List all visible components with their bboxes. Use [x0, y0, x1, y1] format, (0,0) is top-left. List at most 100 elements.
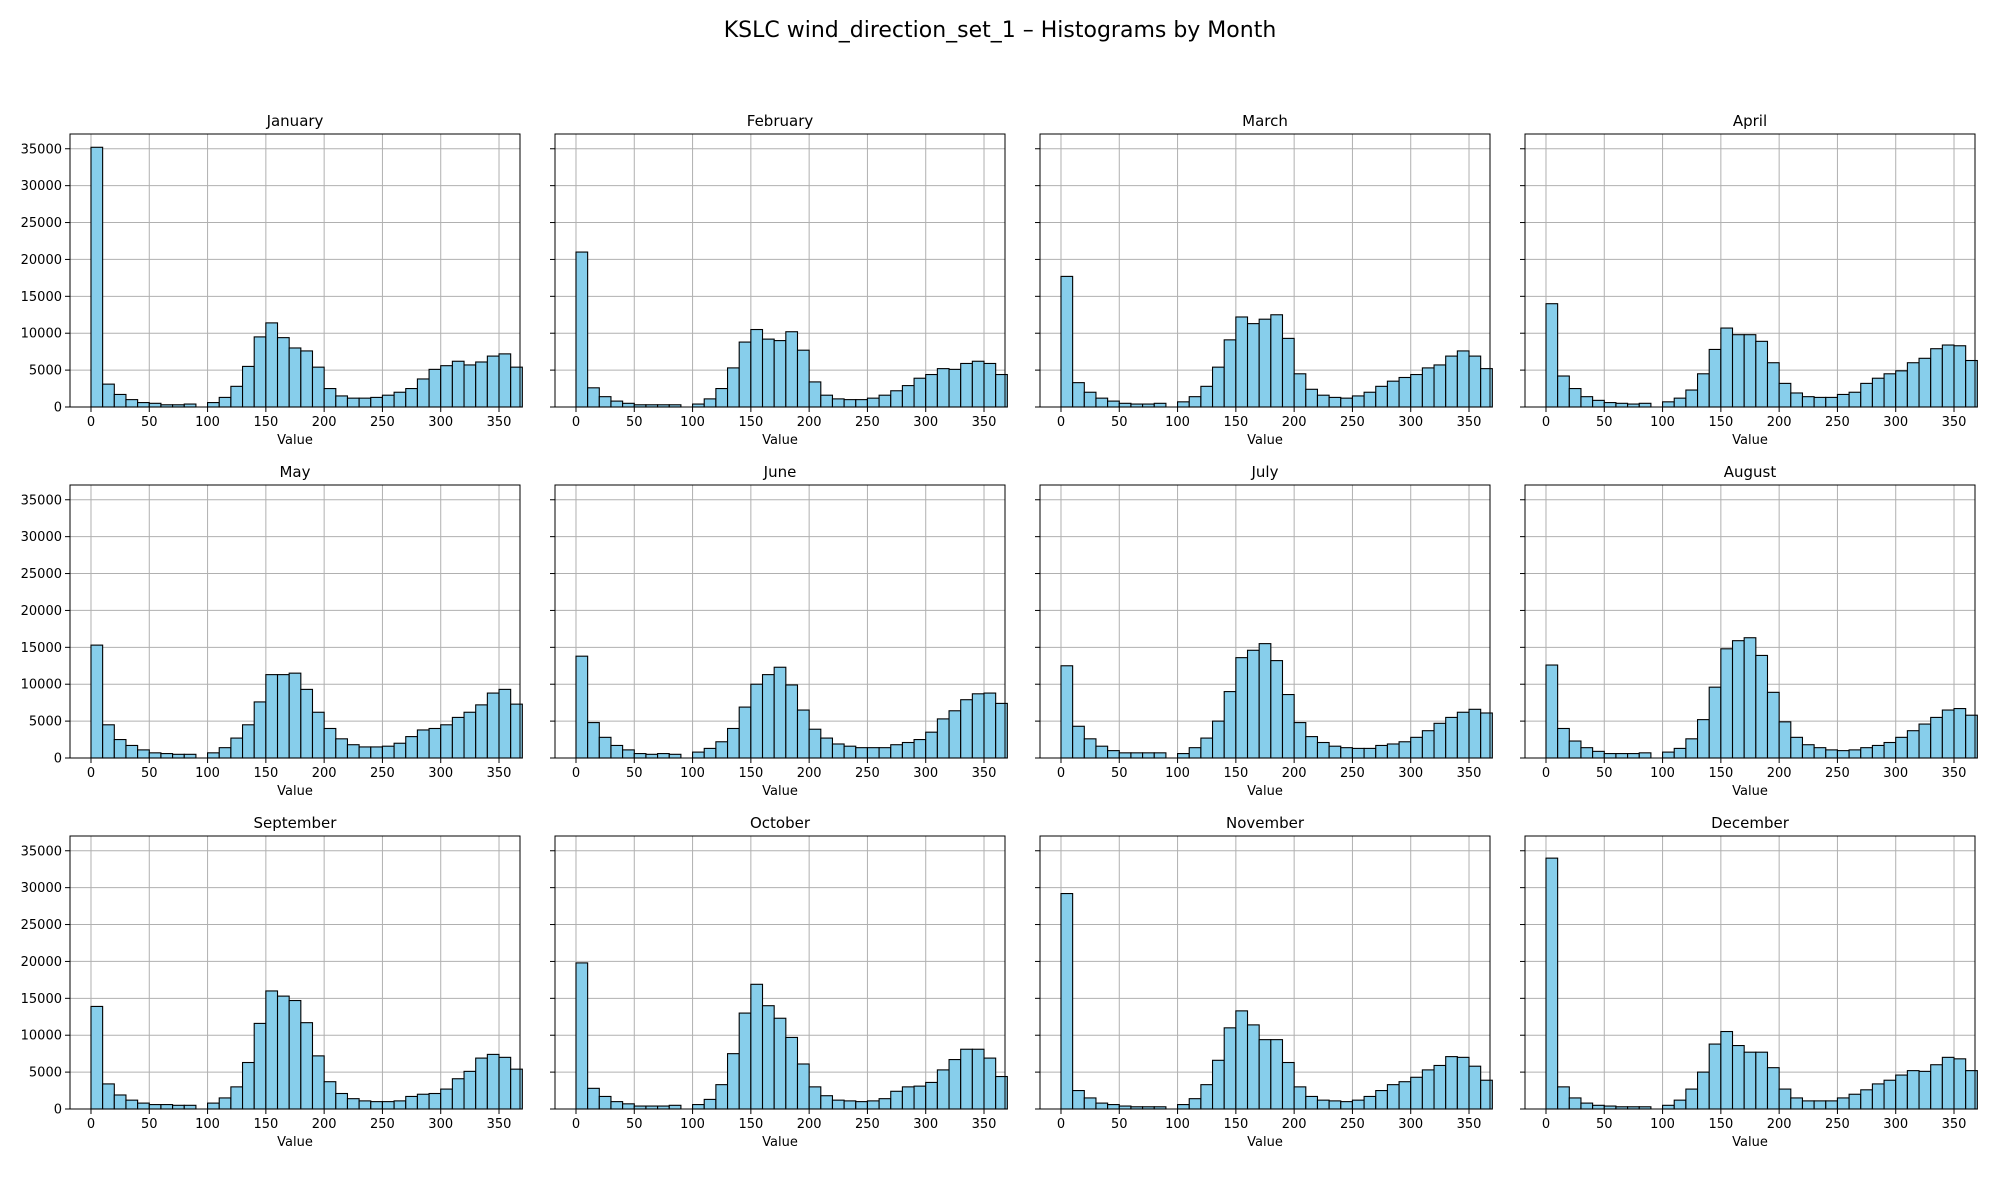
y-tick-label: 20000: [21, 955, 62, 970]
histogram-bar: [1340, 747, 1353, 759]
histogram-bar: [761, 1005, 775, 1110]
x-tick-label: 300: [428, 1117, 453, 1132]
y-tick-label: 10000: [21, 678, 62, 693]
histogram-bar: [808, 728, 822, 759]
x-tick-label: 200: [1282, 1117, 1307, 1132]
histogram-bar: [1836, 1097, 1850, 1110]
histogram-bar: [486, 692, 500, 759]
histogram-bar: [1895, 370, 1908, 408]
subplot-october: 0 50 100 150 200 250 300 350 October Value: [550, 814, 1008, 1150]
histogram-bar: [808, 1086, 822, 1110]
histogram-bar: [486, 355, 500, 408]
subplot-january: 0 50 100 150 200 250 300 350 0 5000 10000 15000 2000…: [21, 112, 523, 448]
histogram-bar: [358, 746, 372, 759]
histogram-bar: [890, 744, 903, 759]
x-tick-label: 300: [428, 415, 453, 430]
histogram-bar: [1545, 857, 1559, 1110]
histogram-bar: [1235, 1010, 1249, 1110]
histogram-bar: [1095, 397, 1109, 408]
histogram-bar: [218, 747, 232, 759]
y-tick-label: 15000: [21, 992, 62, 1007]
histogram-bar: [936, 1069, 950, 1110]
histogram-bar: [440, 724, 453, 759]
histogram-bar: [1235, 657, 1249, 759]
axes-frame: [554, 133, 1006, 408]
histogram-bar: [451, 1078, 465, 1110]
histogram-bar: [1072, 382, 1085, 408]
x-tick-label: 50: [1111, 766, 1128, 781]
histogram-bar: [668, 753, 682, 759]
histogram-bar: [440, 365, 453, 408]
x-axis-label: Value: [277, 784, 313, 799]
histogram-bar: [1918, 357, 1932, 408]
histogram-bar: [1965, 714, 1978, 759]
histogram-bar: [575, 962, 589, 1110]
histogram-bar: [137, 402, 150, 408]
subplot-august: 0 50 100 150 200 250 300 350 August Value: [1520, 463, 1978, 799]
histogram-bar: [1398, 1081, 1412, 1110]
histogram-bar: [1363, 747, 1377, 759]
histogram-bar: [405, 736, 418, 759]
x-tick-label: 350: [487, 1117, 512, 1132]
y-tick-label: 10000: [21, 1029, 62, 1044]
histogram-bar: [1708, 348, 1722, 408]
histogram-bar: [1592, 399, 1605, 408]
histogram-bar: [971, 360, 985, 408]
histogram-bar: [218, 396, 232, 408]
histogram-bar: [1930, 348, 1943, 408]
histogram-bar: [1801, 1100, 1815, 1110]
histogram-bar: [575, 655, 589, 759]
histogram-bar: [1316, 394, 1330, 408]
histogram-bar: [1918, 723, 1932, 759]
histogram-bar: [1398, 376, 1412, 408]
axes-frame: [1524, 133, 1976, 408]
y-tick-label: 15000: [21, 641, 62, 656]
histogram-bar: [1258, 643, 1272, 759]
histogram-bar: [703, 398, 717, 408]
histogram-bar: [587, 387, 600, 408]
y-tick-label: 25000: [21, 918, 62, 933]
histogram-bar: [510, 366, 523, 408]
histogram-bar: [796, 349, 810, 408]
histogram-bar: [265, 990, 279, 1110]
x-tick-label: 300: [913, 415, 938, 430]
histogram-bar: [1281, 693, 1295, 759]
histogram-bar: [1130, 752, 1144, 759]
histogram-bar: [1468, 1065, 1482, 1110]
x-tick-label: 250: [1825, 1117, 1850, 1132]
x-tick-label: 350: [1457, 766, 1482, 781]
histogram-bar: [1662, 1104, 1675, 1110]
histogram-bar: [1445, 716, 1458, 759]
histogram-bar: [890, 1090, 903, 1110]
histogram-bar: [1953, 345, 1967, 408]
histogram-bar: [1720, 1030, 1734, 1110]
histogram-bar: [1223, 339, 1237, 408]
histogram-bar: [738, 341, 752, 408]
histogram-bar: [346, 397, 360, 408]
histogram-bar: [1223, 691, 1237, 759]
histogram-bar: [1118, 752, 1132, 759]
histogram-bar: [1351, 395, 1365, 408]
histogram-bar: [451, 360, 465, 408]
x-tick-label: 100: [1650, 415, 1675, 430]
x-tick-label: 350: [487, 766, 512, 781]
x-axis-label: Value: [1247, 1135, 1283, 1150]
histogram-bar: [575, 251, 589, 408]
histogram-bar: [948, 710, 962, 759]
histogram-bar: [1580, 1102, 1594, 1110]
histogram-bar: [1743, 637, 1757, 759]
histogram-bar: [276, 995, 290, 1110]
histogram-bar: [370, 396, 383, 408]
histogram-bar: [125, 1099, 139, 1110]
x-tick-label: 0: [1057, 1117, 1065, 1132]
y-tick-label: 35000: [21, 142, 62, 157]
histogram-bar: [703, 747, 717, 759]
histogram-bar: [1708, 686, 1722, 759]
histogram-bar: [1918, 1070, 1932, 1110]
histogram-bar: [1953, 708, 1967, 759]
x-axis-label: Value: [762, 1135, 798, 1150]
x-tick-label: 100: [680, 415, 705, 430]
histogram-bar: [1860, 382, 1873, 408]
x-tick-label: 100: [1165, 1117, 1190, 1132]
x-tick-label: 150: [253, 1117, 278, 1132]
